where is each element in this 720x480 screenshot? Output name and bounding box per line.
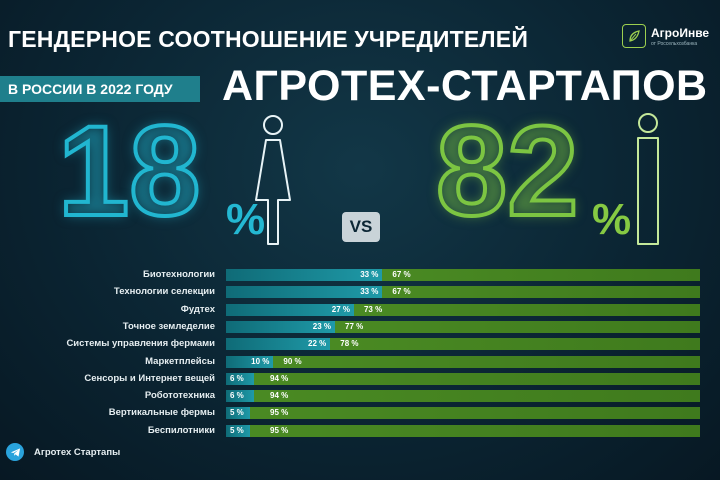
bar-men [382, 286, 700, 299]
category-label: Точное земледелие [122, 320, 215, 332]
bar-men [273, 355, 700, 368]
women-share-value: 18 [56, 100, 202, 243]
category-label: Беспилотники [147, 424, 215, 436]
bar-women [226, 269, 383, 281]
bar-men [249, 407, 700, 420]
category-label: Фудтех [180, 303, 215, 315]
bar-row: Биотехнологии 33 % 67 % [0, 268, 720, 282]
page-title-line2: АГРОТЕХ-СТАРТАПОВ [222, 62, 708, 110]
bar-track: 5 % 95 % [226, 424, 700, 437]
bar-row: Вертикальные фермы 5 % 95 % [0, 406, 720, 420]
telegram-icon[interactable] [6, 443, 24, 461]
footer-channel-name[interactable]: Агротех Стартапы [34, 446, 121, 458]
bar-men [254, 372, 700, 385]
bar-track: 5 % 95 % [226, 407, 700, 420]
data-label-men: 94 % [270, 391, 289, 401]
category-label: Вертикальные фермы [108, 407, 215, 419]
data-label-women: 33 % [360, 270, 379, 279]
bar-women [226, 303, 354, 316]
bar-chart: Биотехнологии 33 % 67 % Технологии селекции… [0, 268, 720, 438]
bar-track: 27 % 73 % [226, 303, 700, 316]
subtitle-box: В РОССИИ В 2022 ГОДУ [0, 76, 200, 102]
bar-track: 6 % 94 % [226, 372, 700, 385]
data-label-men: 67 % [392, 270, 411, 279]
bar-men [353, 303, 700, 316]
footer: Агротех Стартапы [6, 443, 120, 461]
bar-row: Фудтех 27 % 73 % [0, 303, 720, 317]
bar-track: 33 % 67 % [226, 269, 700, 281]
subtitle: В РОССИИ В 2022 ГОДУ [8, 81, 173, 97]
woman-icon [255, 115, 291, 245]
bar-women [226, 320, 336, 333]
bar-row: Точное земледелие 23 % 77 % [0, 320, 720, 334]
data-label-men: 78 % [340, 339, 359, 349]
data-label-women: 27 % [331, 304, 350, 314]
bar-track: 23 % 77 % [226, 320, 700, 333]
data-label-men: 73 % [363, 304, 383, 314]
bar-track: 10 % 90 % [226, 355, 700, 368]
category-label: Биотехнологии [143, 269, 215, 280]
data-label-women: 33 % [360, 287, 379, 297]
bar-women [226, 407, 250, 420]
bar-men [249, 424, 700, 437]
category-label: Технологии селекции [113, 286, 215, 298]
data-label-women: 5 % [230, 408, 244, 418]
bar-row: Робототехника 6 % 94 % [0, 389, 720, 403]
bar-women [226, 286, 383, 299]
data-label-men: 94 % [270, 373, 289, 383]
logo: АгроИнве от Россельхозбанка [622, 24, 709, 48]
logo-name: АгроИнве [651, 25, 710, 40]
bar-men [254, 390, 700, 403]
category-label: Робототехника [144, 390, 215, 402]
data-label-men: 95 % [270, 408, 289, 418]
data-label-women: 5 % [230, 425, 244, 435]
bar-row: Технологии селекции 33 % 67 % [0, 285, 720, 299]
data-label-men: 90 % [283, 356, 302, 366]
data-label-women: 6 % [230, 373, 244, 383]
logo-sub: от Россельхозбанка [651, 40, 698, 47]
bar-row: Системы управления фермами 22 % 78 % [0, 337, 720, 351]
bar-men [382, 269, 700, 281]
women-percent-sign: % [226, 195, 266, 244]
bar-men [335, 320, 700, 333]
men-share-value: 82 [434, 100, 580, 243]
bar-row: Беспилотники 5 % 95 % [0, 424, 720, 438]
bar-women [226, 338, 331, 351]
data-label-women: 22 % [308, 339, 327, 349]
data-label-women: 23 % [312, 321, 332, 331]
category-label: Сенсоры и Интернет вещей [84, 372, 215, 384]
bar-men [330, 338, 700, 351]
bar-women [226, 372, 255, 385]
bar-women [226, 390, 255, 403]
data-label-men: 77 % [345, 321, 364, 331]
bar-women [226, 424, 250, 437]
bar-women [226, 355, 274, 368]
page-title-line1: ГЕНДЕРНОЕ СООТНОШЕНИЕ УЧРЕДИТЕЛЕЙ [8, 26, 529, 52]
data-label-women: 6 % [230, 391, 244, 401]
category-label: Маркетплейсы [145, 355, 215, 367]
data-label-women: 10 % [251, 356, 270, 366]
category-label: Системы управления фермами [66, 338, 215, 350]
data-label-men: 95 % [270, 425, 289, 435]
bar-row: Сенсоры и Интернет вещей 6 % 94 % [0, 372, 720, 386]
men-percent-sign: % [592, 195, 632, 244]
vs-badge: VS [342, 212, 380, 242]
data-label-men: 67 % [392, 287, 411, 297]
bar-track: 33 % 67 % [226, 286, 700, 299]
man-icon [637, 113, 659, 245]
logo-mark-icon [622, 24, 646, 48]
bar-row: Маркетплейсы 10 % 90 % [0, 355, 720, 369]
bar-track: 6 % 94 % [226, 390, 700, 403]
bar-track: 22 % 78 % [226, 338, 700, 351]
